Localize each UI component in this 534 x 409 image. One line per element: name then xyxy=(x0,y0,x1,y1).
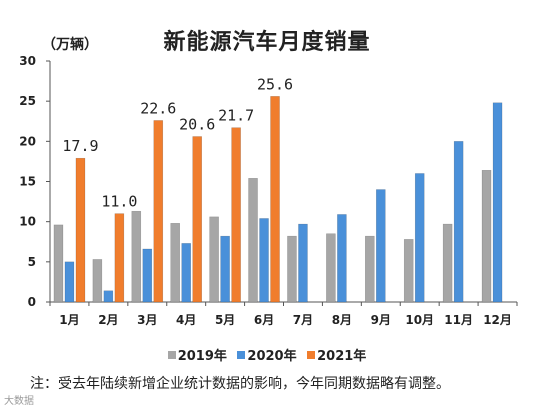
bar-2019-6 xyxy=(248,178,258,303)
legend-swatch-2020 xyxy=(237,351,246,359)
bar-2021-1 xyxy=(75,157,86,303)
data-label: 20.6 xyxy=(179,116,215,134)
bar-2019-11 xyxy=(442,223,453,303)
bar-2021-3 xyxy=(153,120,164,303)
bar-2020-5 xyxy=(220,235,230,303)
data-label: 11.0 xyxy=(101,193,137,211)
y-tick-label: 5 xyxy=(28,255,36,269)
bar-2019-2 xyxy=(92,259,103,303)
bar-2020-11 xyxy=(453,141,464,303)
footnote: 注：受去年陆续新增企业统计数据的影响，今年同期数据略有调整。 xyxy=(30,376,450,392)
bar-2020-7 xyxy=(298,223,308,303)
legend-item-2019: 2019年 xyxy=(167,345,227,364)
bar-2020-8 xyxy=(337,214,347,303)
x-tick-label: 7月 xyxy=(293,313,313,327)
y-tick-label: 30 xyxy=(19,54,36,68)
bar-2019-12 xyxy=(481,170,492,303)
watermark: 大数据 xyxy=(4,396,34,407)
legend-label-2021: 2021年 xyxy=(317,349,367,364)
legend-label-2020: 2020年 xyxy=(247,349,297,364)
y-tick-label: 25 xyxy=(19,94,36,108)
x-tick-label: 9月 xyxy=(371,313,391,327)
bar-2019-3 xyxy=(131,210,142,303)
y-tick-label: 15 xyxy=(19,175,36,189)
x-tick-label: 8月 xyxy=(332,313,352,327)
bar-2019-8 xyxy=(326,233,336,303)
bar-2020-6 xyxy=(259,218,269,303)
y-axis-unit-label: （万辆） xyxy=(42,37,98,53)
bar-2020-4 xyxy=(181,243,191,303)
data-label: 17.9 xyxy=(62,137,98,155)
bar-2021-5 xyxy=(231,127,241,303)
legend-swatch-2021 xyxy=(307,351,316,359)
bar-2020-2 xyxy=(103,290,114,303)
y-tick-label: 0 xyxy=(28,295,36,309)
bar-2019-1 xyxy=(53,224,64,303)
x-tick-label: 4月 xyxy=(176,313,196,327)
bar-2019-9 xyxy=(365,235,375,303)
x-tick-label: 11月 xyxy=(444,313,473,327)
bar-2019-5 xyxy=(209,216,219,303)
legend: 2019年 2020年 2021年 xyxy=(0,345,534,364)
bar-2019-4 xyxy=(170,223,180,303)
bar-2021-6 xyxy=(270,96,280,303)
legend-item-2021: 2021年 xyxy=(307,345,366,364)
data-label: 21.7 xyxy=(218,107,254,125)
bar-2019-7 xyxy=(287,235,297,303)
data-label: 25.6 xyxy=(257,75,293,93)
y-tick-label: 10 xyxy=(19,215,36,229)
legend-label-2019: 2019年 xyxy=(177,349,227,364)
x-tick-label: 2月 xyxy=(98,313,118,327)
x-tick-label: 12月 xyxy=(483,313,512,327)
legend-item-2020: 2020年 xyxy=(237,345,297,364)
bar-2021-2 xyxy=(114,213,125,303)
chart-title: 新能源汽车月度销量 xyxy=(163,30,371,55)
x-tick-label: 5月 xyxy=(215,313,235,327)
legend-swatch-2019 xyxy=(167,351,176,359)
bar-2019-10 xyxy=(403,239,414,303)
x-tick-label: 1月 xyxy=(59,313,79,327)
data-label: 22.6 xyxy=(140,99,176,117)
x-tick-label: 6月 xyxy=(254,313,274,327)
bar-2020-9 xyxy=(376,189,386,303)
bar-2021-4 xyxy=(192,136,202,303)
x-tick-label: 3月 xyxy=(137,313,157,327)
x-tick-label: 10月 xyxy=(405,313,434,327)
bar-2020-3 xyxy=(142,248,153,303)
bar-2020-12 xyxy=(492,102,503,303)
y-tick-label: 20 xyxy=(19,134,36,148)
bar-2020-1 xyxy=(64,261,75,303)
bar-2020-10 xyxy=(414,173,425,303)
